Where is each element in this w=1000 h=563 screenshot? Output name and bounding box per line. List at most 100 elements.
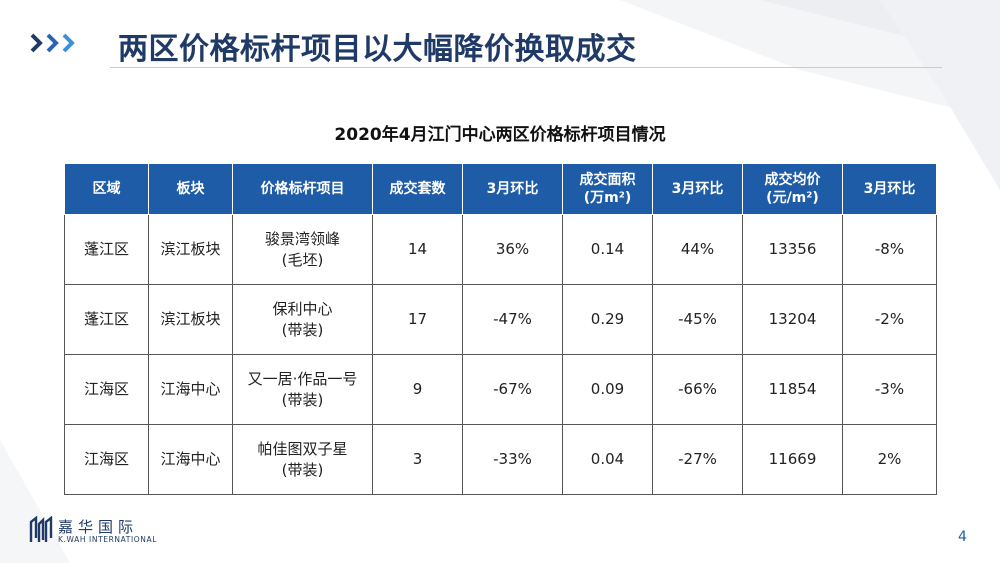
- table-cell-text: 滨江板块: [160, 310, 221, 328]
- logo-chinese-name: 嘉华国际: [58, 518, 139, 536]
- table-cell: 11669: [742, 424, 843, 495]
- table-cell: 蓬江区: [64, 284, 149, 355]
- column-header: 3月环比: [842, 163, 937, 215]
- table-cell: 3: [372, 424, 463, 495]
- column-header-text: 3月环比: [863, 181, 916, 197]
- column-header-text: (元/m²): [766, 190, 819, 206]
- column-header: 区域: [64, 163, 149, 215]
- table-row: 蓬江区 滨江板块 骏景湾领峰 (毛坯) 14 36% 0.14 44% 13356 -8%: [64, 214, 937, 285]
- table-cell: 江海中心: [148, 354, 233, 425]
- column-header-text: 板块: [176, 181, 205, 197]
- table-cell: 帕佳图双子星 (带装): [232, 424, 373, 495]
- table-cell-text: -27%: [678, 450, 717, 468]
- table-cell: -27%: [652, 424, 743, 495]
- table-title: 2020年4月江门中心两区价格标杆项目情况: [334, 125, 666, 145]
- table-cell: 44%: [652, 214, 743, 285]
- table-cell-text: 44%: [680, 240, 715, 258]
- table-cell-text: 江海中心: [160, 380, 221, 398]
- table-cell: -45%: [652, 284, 743, 355]
- column-header: 成交套数: [372, 163, 463, 215]
- table-cell: 江海区: [64, 354, 149, 425]
- column-header-text: 价格标杆项目: [260, 181, 345, 197]
- table-cell-text: -67%: [493, 380, 532, 398]
- column-header-text: 3月环比: [671, 181, 724, 197]
- table-cell: 蓬江区: [64, 214, 149, 285]
- table-cell-text: 又一居·作品一号: [247, 369, 358, 388]
- table-cell: -3%: [842, 354, 937, 425]
- logo-english-name: K.WAH INTERNATIONAL: [58, 535, 157, 544]
- table-cell-text: 帕佳图双子星: [257, 439, 348, 458]
- table-cell: 17: [372, 284, 463, 355]
- page-number: 4: [958, 529, 967, 545]
- table-cell: -47%: [462, 284, 563, 355]
- table-cell-text: 3: [412, 450, 423, 468]
- table-cell-text: 11854: [768, 380, 817, 398]
- table-header-row: 区域 板块 价格标杆项目 成交套数 3月环比 成交面积 (万m²) 3月环比 成交均价 (元/m²…: [64, 163, 937, 215]
- table-cell-text: 江海中心: [160, 450, 221, 468]
- column-header-text: 成交面积: [579, 172, 636, 188]
- table-cell: 2%: [842, 424, 937, 495]
- column-header-text: (万m²): [583, 190, 632, 206]
- table-cell-text: 36%: [495, 240, 530, 258]
- table-cell-text: 13204: [768, 310, 817, 328]
- table-cell-text: -66%: [678, 380, 717, 398]
- table-cell-text: 11669: [768, 450, 817, 468]
- column-header-text: 成交均价: [764, 172, 821, 188]
- table-row: 江海区 江海中心 又一居·作品一号 (带装) 9 -67% 0.09 -66% 11854 -3%: [64, 354, 937, 425]
- table-cell-text: 0.04: [590, 450, 625, 468]
- table-cell: -33%: [462, 424, 563, 495]
- table-cell: 江海中心: [148, 424, 233, 495]
- table-cell: 滨江板块: [148, 214, 233, 285]
- table-cell: -2%: [842, 284, 937, 355]
- table-cell: -67%: [462, 354, 563, 425]
- company-logo: 嘉华国际 K.WAH INTERNATIONAL: [28, 516, 168, 546]
- table-cell-text: -33%: [493, 450, 532, 468]
- table-cell: 0.04: [562, 424, 653, 495]
- header-divider: [110, 67, 942, 68]
- table-cell-text: 蓬江区: [83, 310, 129, 328]
- table-cell-text: -3%: [874, 380, 905, 398]
- table-cell: 14: [372, 214, 463, 285]
- kwah-logo-mark-icon: [29, 516, 53, 542]
- table-cell-text: (带装): [281, 320, 324, 339]
- chevron-arrows-icon: [30, 33, 75, 53]
- column-header-text: 区域: [92, 181, 121, 197]
- table-cell: 0.29: [562, 284, 653, 355]
- table-cell: -8%: [842, 214, 937, 285]
- table-cell-text: 2%: [877, 450, 902, 468]
- table-cell: 13204: [742, 284, 843, 355]
- table-cell: 保利中心 (带装): [232, 284, 373, 355]
- page-title: 两区价格标杆项目以大幅降价换取成交: [118, 32, 637, 67]
- column-header: 成交均价 (元/m²): [742, 163, 843, 215]
- table-cell-text: (带装): [281, 460, 324, 479]
- table-cell-text: -2%: [874, 310, 905, 328]
- table-cell-text: 骏景湾领峰: [264, 229, 340, 248]
- table-cell-text: 17: [407, 310, 428, 328]
- table-cell-text: 9: [412, 380, 423, 398]
- column-header-text: 3月环比: [486, 181, 539, 197]
- table-cell: 13356: [742, 214, 843, 285]
- table-row: 江海区 江海中心 帕佳图双子星 (带装) 3 -33% 0.04 -27% 11669 2%: [64, 424, 937, 495]
- column-header: 3月环比: [462, 163, 563, 215]
- table-cell: -66%: [652, 354, 743, 425]
- table-cell-text: 0.29: [590, 310, 625, 328]
- table-cell: 0.14: [562, 214, 653, 285]
- table-cell-text: -45%: [678, 310, 717, 328]
- column-header: 3月环比: [652, 163, 743, 215]
- table-cell-text: 13356: [768, 240, 817, 258]
- table-cell-text: -47%: [493, 310, 532, 328]
- table-cell: 0.09: [562, 354, 653, 425]
- table-body: 蓬江区 滨江板块 骏景湾领峰 (毛坯) 14 36% 0.14 44% 13356 -8% 蓬江区滨…: [64, 214, 937, 495]
- table-cell: 11854: [742, 354, 843, 425]
- table-row: 蓬江区 滨江板块 保利中心 (带装) 17 -47% 0.29 -45% 13204 -2%: [64, 284, 937, 355]
- table-cell: 36%: [462, 214, 563, 285]
- column-header: 板块: [148, 163, 233, 215]
- table-cell-text: 0.09: [590, 380, 625, 398]
- column-header-text: 成交套数: [389, 181, 446, 197]
- table-cell-text: 江海区: [83, 380, 129, 398]
- table-cell-text: 14: [407, 240, 428, 258]
- table-cell: 江海区: [64, 424, 149, 495]
- table-cell-text: 0.14: [590, 240, 625, 258]
- column-header: 成交面积 (万m²): [562, 163, 653, 215]
- table-cell-text: 江海区: [83, 450, 129, 468]
